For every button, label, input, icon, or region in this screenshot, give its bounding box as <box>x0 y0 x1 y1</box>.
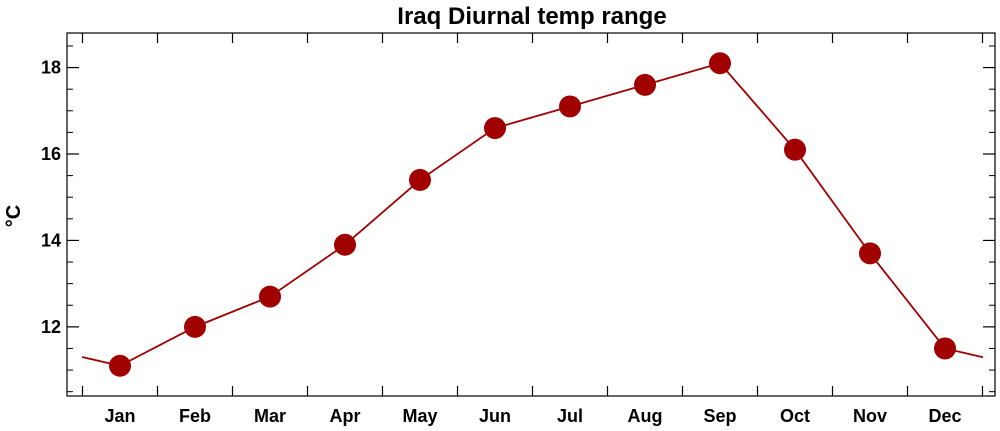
x-tick-label: Oct <box>780 406 810 426</box>
x-tick-label: May <box>402 406 437 426</box>
data-point-sep <box>709 52 731 75</box>
data-point-jul <box>559 95 581 118</box>
data-point-feb <box>184 315 206 338</box>
x-tick-label: Jan <box>104 406 135 426</box>
chart-title: Iraq Diurnal temp range <box>397 3 666 30</box>
y-tick-label: 12 <box>41 317 61 337</box>
plot-frame <box>66 32 996 397</box>
y-axis-label: °C <box>3 205 25 227</box>
y-tick-label: 14 <box>41 230 61 250</box>
x-tick-label: Sep <box>703 406 736 426</box>
x-tick-label: Aug <box>628 406 663 426</box>
x-tick-label: Feb <box>179 406 211 426</box>
y-tick-label: 18 <box>41 58 61 78</box>
x-tick-label: Nov <box>853 406 887 426</box>
x-tick-label: Jul <box>557 406 583 426</box>
x-tick-label: Apr <box>330 406 361 426</box>
data-point-nov <box>859 242 881 265</box>
x-tick-label: Jun <box>479 406 511 426</box>
data-point-aug <box>634 73 656 96</box>
data-point-may <box>409 168 431 191</box>
x-tick-label: Dec <box>928 406 961 426</box>
data-point-apr <box>334 233 356 256</box>
data-point-jun <box>484 117 506 140</box>
data-series <box>81 52 984 377</box>
data-point-dec <box>934 337 956 360</box>
y-tick-label: 16 <box>41 144 61 164</box>
data-point-oct <box>784 138 806 161</box>
axis-ticks: 12 14 16 18 Jan Feb Mar Apr May Jun Jul Aug Sep Oct No… <box>41 33 995 426</box>
series-line <box>81 62 984 367</box>
x-tick-label: Mar <box>254 406 286 426</box>
data-point-mar <box>259 285 281 308</box>
data-point-jan <box>109 354 131 377</box>
